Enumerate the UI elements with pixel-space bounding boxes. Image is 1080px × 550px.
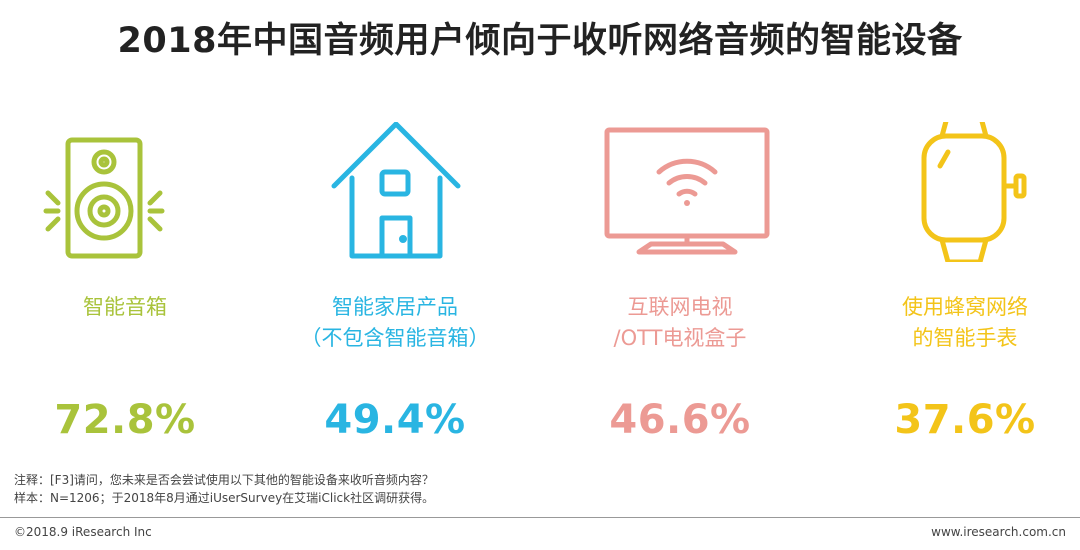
speaker-icon [43,137,165,259]
footnotes: 注释：[F3]请问，您未来是否会尝试使用以下其他的智能设备来收听音频内容？ 样本… [14,471,434,507]
category-label: 互联网电视 /OTT电视盒子 [613,295,747,350]
category-internet-tv: 互联网电视 /OTT电视盒子 46.6% [555,122,805,452]
category-smartwatch: 使用蜂窝网络 的智能手表 37.6% [840,122,1080,452]
house-icon [331,122,461,259]
website-link[interactable]: www.iresearch.com.cn [931,525,1066,539]
copyright: ©2018.9 iResearch Inc [14,525,152,539]
footer-divider [0,517,1080,518]
category-label: 智能音箱 [83,295,167,319]
category-value: 49.4% [324,397,466,443]
category-smart-speaker: 智能音箱 72.8% [0,122,250,452]
category-value: 37.6% [894,397,1036,443]
category-value: 72.8% [54,397,196,443]
note-sample: 样本：N=1206；于2018年8月通过iUserSurvey在艾瑞iClick… [14,491,435,505]
chart-title: 2018年中国音频用户倾向于收听网络音频的智能设备 [117,21,963,61]
category-label: 使用蜂窝网络 的智能手表 [902,295,1028,350]
tv-wifi-icon [604,127,770,255]
note-question: 注释：[F3]请问，您未来是否会尝试使用以下其他的智能设备来收听音频内容？ [14,473,434,487]
category-value: 46.6% [609,397,751,443]
category-label: 智能家居产品 （不包含智能音箱） [300,295,490,350]
smartwatch-icon [921,122,1027,262]
category-smart-home: 智能家居产品 （不包含智能音箱） 49.4% [270,122,520,452]
